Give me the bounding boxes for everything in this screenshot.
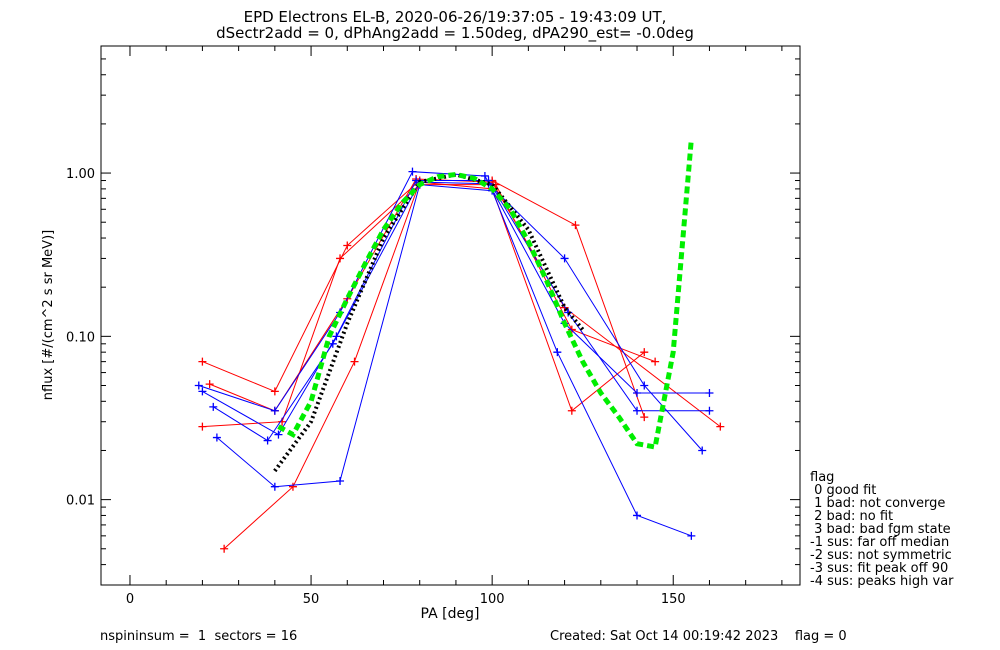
series-1-point	[263, 436, 272, 445]
legend-entry: 2 bad: no fit	[810, 509, 893, 524]
x-tick-label: 0	[126, 592, 134, 607]
series-1-line-2	[213, 181, 703, 451]
series-1-point	[212, 433, 221, 442]
legend-entry: -2 sus: not symmetric	[810, 548, 952, 563]
series-0-point	[198, 422, 207, 431]
series-1-point	[480, 171, 489, 180]
series-1-point	[553, 348, 562, 357]
x-tick-label: 150	[661, 592, 686, 607]
series-1-point	[633, 388, 642, 397]
series-1-point	[194, 381, 203, 390]
legend: flag 0 good fit 1 bad: not converge 2 ba…	[810, 470, 954, 589]
series-0-point	[205, 380, 214, 389]
series-1-point	[633, 511, 642, 520]
series-1-point	[698, 446, 707, 455]
series-2-line-0	[273, 172, 585, 473]
legend-entry: 3 bad: bad fgm state	[810, 522, 951, 537]
series-0-point	[716, 422, 725, 431]
series-0-point	[220, 544, 229, 553]
series-0-point	[350, 357, 359, 366]
footer-spin-info: nspininsum = 1 sectors = 16	[100, 629, 297, 644]
y-axis-label: nflux [#/(cm^2 s sr MeV)]	[41, 230, 56, 400]
series-1-point	[209, 402, 218, 411]
series-0-point	[270, 387, 279, 396]
series-0-line-3	[223, 181, 645, 550]
series-1-point	[687, 531, 696, 540]
series-1-point	[198, 387, 207, 396]
chart-title-line1: EPD Electrons EL-B, 2020-06-26/19:37:05 …	[244, 8, 667, 26]
series-1-point	[633, 406, 642, 415]
x-tick-label: 50	[303, 592, 320, 607]
series-1-line-3	[216, 184, 692, 537]
series-0-point	[198, 357, 207, 366]
legend-entry: 0 good fit	[810, 483, 876, 498]
series-1-point	[270, 406, 279, 415]
y-tick-label: 0.01	[66, 494, 95, 509]
series-1-point	[560, 254, 569, 263]
series-0-point	[336, 254, 345, 263]
series-1-line-1	[202, 180, 710, 436]
series-0-point	[640, 413, 649, 422]
axes: 0 50 100 150 0.01 0.10 1.00	[66, 45, 800, 607]
legend-entry: -4 sus: peaks high var	[810, 574, 954, 589]
series-0-line-1	[202, 184, 656, 428]
plot-content	[194, 139, 725, 553]
series-1-point	[705, 388, 714, 397]
series-0-point	[567, 406, 576, 415]
series-1-point	[336, 477, 345, 486]
series-0-point	[288, 482, 297, 491]
legend-entry: -1 sus: far off median	[810, 535, 949, 550]
series-0-point	[640, 348, 649, 357]
series-1-point	[408, 167, 417, 176]
y-tick-label: 1.00	[66, 167, 95, 182]
series-1-line-0	[198, 171, 710, 412]
plot-area	[194, 139, 725, 553]
legend-entry: -3 sus: fit peak off 90	[810, 561, 948, 576]
x-axis-label: PA [deg]	[421, 606, 480, 622]
series-1-point	[270, 482, 279, 491]
x-tick-label: 100	[480, 592, 505, 607]
legend-title: flag	[810, 470, 834, 485]
legend-entry: 1 bad: not converge	[810, 496, 945, 511]
series-0-point	[571, 221, 580, 230]
series-1-point	[705, 406, 714, 415]
chart-title-line2: dSectr2add = 0, dPhAng2add = 1.50deg, dP…	[216, 24, 694, 43]
y-tick-label: 0.10	[66, 330, 95, 345]
series-0-point	[567, 325, 576, 334]
series-3-line-0	[277, 139, 694, 450]
series-0-line-0	[202, 180, 645, 418]
series-1-point	[328, 339, 337, 348]
plot-frame	[100, 45, 801, 586]
series-1-point	[274, 430, 283, 439]
footer-created-info: Created: Sat Oct 14 00:19:42 2023 flag =…	[550, 629, 847, 644]
series-0-point	[343, 241, 352, 250]
series-0-point	[651, 357, 660, 366]
series-1-point	[640, 381, 649, 390]
